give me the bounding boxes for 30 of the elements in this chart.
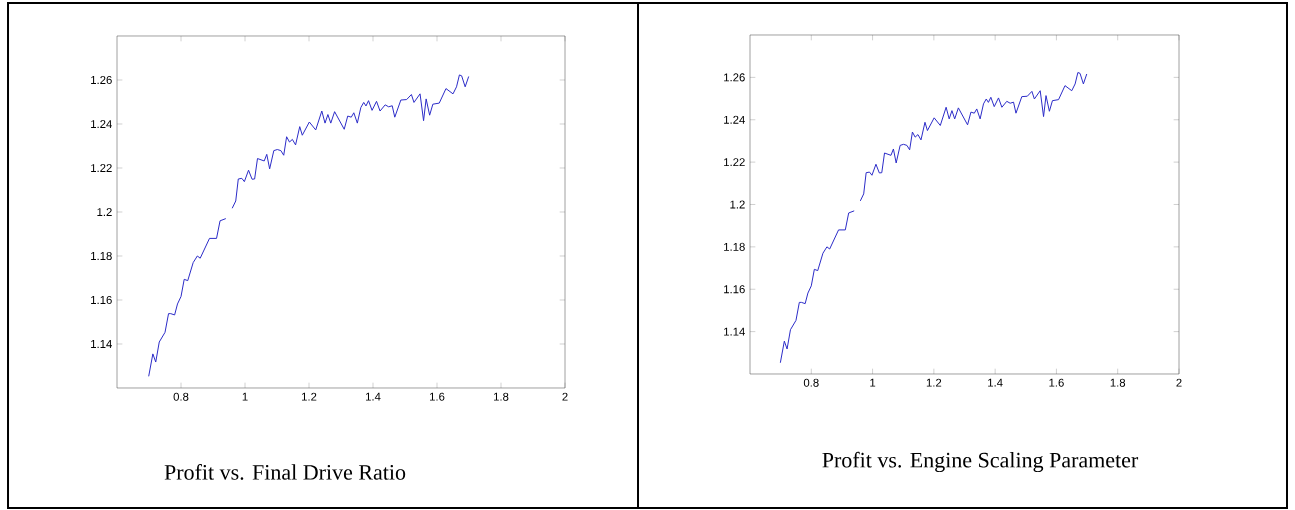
- x-tick-label: 2: [1176, 378, 1182, 387]
- y-tick-label: 1.14: [91, 340, 112, 348]
- y-tick-label: 1.24: [724, 115, 745, 124]
- y-tick-label: 1.2: [730, 200, 745, 209]
- x-tick-label: 1.2: [301, 392, 317, 401]
- text: Profit vs. Engine Scaling Parameter: [822, 451, 1139, 473]
- x-tick-label: 1.2: [926, 378, 942, 387]
- x-tick-label: 0.8: [173, 392, 189, 401]
- y-tick-label: 1.24: [91, 120, 112, 128]
- y-tick-label: 1.2: [97, 208, 112, 216]
- y-tick-label: 1.16: [724, 285, 745, 294]
- x-tick-label: 1.6: [429, 392, 445, 401]
- text: Profit vs. Final Drive Ratio: [164, 464, 406, 480]
- x-tick-label: 1.6: [1049, 378, 1064, 387]
- x-tick-label: 1: [242, 392, 248, 401]
- y-tick-label: 1.18: [91, 251, 112, 260]
- y-tick-label: 1.26: [724, 73, 745, 82]
- x-tick-label: 1.8: [493, 392, 509, 401]
- y-tick-label: 1.18: [724, 242, 745, 251]
- x-tick-label: 2: [562, 392, 568, 401]
- y-tick-label: 1.22: [91, 164, 112, 172]
- x-tick-label: 0.8: [803, 378, 819, 387]
- x-tick-label: 1.4: [988, 378, 1003, 387]
- y-tick-label: 1.22: [724, 158, 745, 167]
- y-tick-label: 1.16: [91, 295, 112, 304]
- x-tick-label: 1.4: [365, 392, 381, 401]
- x-tick-label: 1.8: [1110, 378, 1126, 387]
- x-tick-label: 1: [870, 378, 876, 387]
- y-tick-label: 1.26: [91, 76, 112, 84]
- y-tick-label: 1.14: [724, 327, 745, 336]
